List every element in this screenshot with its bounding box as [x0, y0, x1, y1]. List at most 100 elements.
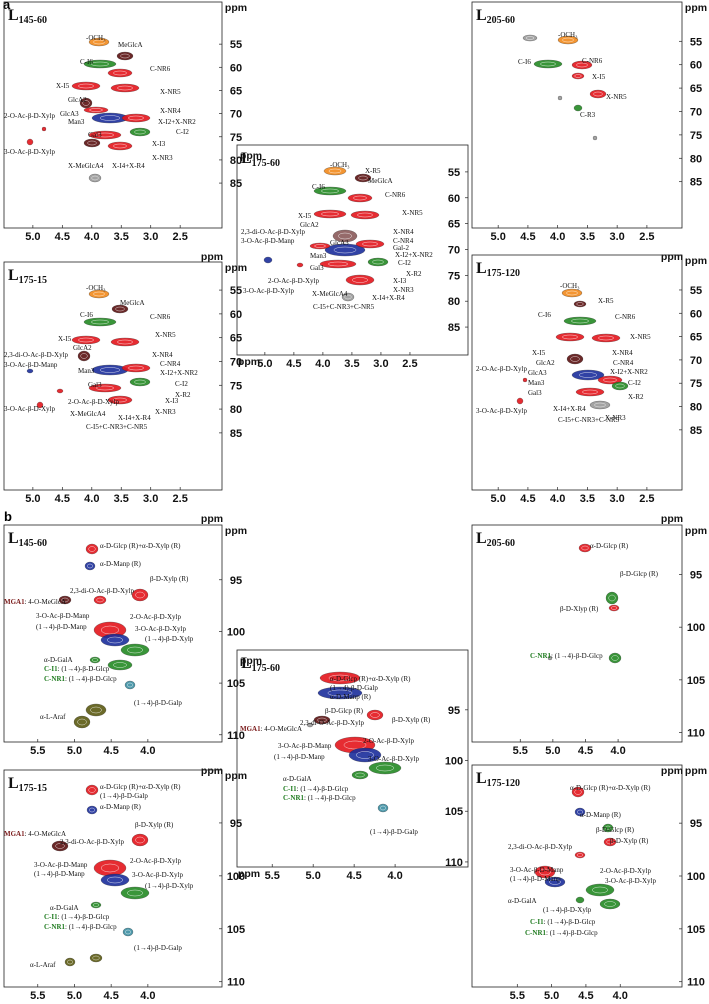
x-tick-label: 4.0 — [140, 990, 155, 1002]
cross-peak — [575, 896, 585, 904]
peak-label: (1→4)-β-D-Xylp — [145, 882, 194, 890]
cross-peak — [122, 927, 134, 937]
x-tick-label: 5.0 — [306, 870, 321, 882]
cross-peak-contour — [570, 356, 580, 362]
peak-label: (1→4)-β-D-Galp — [134, 944, 182, 952]
cross-peak — [64, 957, 76, 967]
cross-peak — [571, 786, 585, 798]
cross-peak-contour — [540, 61, 556, 67]
peak-label: 3-O-Ac-β-D-Xylp — [132, 871, 183, 879]
cross-peak-contour — [100, 625, 119, 635]
cross-peak-contour — [92, 955, 100, 961]
y-tick-label: 105 — [687, 924, 705, 936]
cross-peak-contour — [549, 879, 561, 885]
panel-label: L175-60 — [241, 150, 280, 169]
peak-label: (1→4)-β-D-Galp — [134, 699, 182, 707]
y-tick-label: 75 — [230, 132, 242, 144]
peak-label: 2-O-Ac-β-D-Xylp — [363, 737, 414, 745]
cross-peak-contour — [55, 843, 65, 849]
y-axis-label: ppm — [240, 655, 262, 667]
peak-label: C-NR6 — [150, 65, 171, 73]
peak-label-prefix: C-I1 — [44, 665, 58, 673]
cross-peak — [56, 388, 64, 394]
x-tick-label: 4.0 — [613, 990, 628, 1002]
peak-label: 2,3-di-O-Ac-β-D-Xylp — [4, 351, 69, 359]
peak-label: GlcA3 — [528, 369, 547, 377]
x-tick-label: 4.0 — [387, 870, 402, 882]
x-tick-label: 5.5 — [513, 745, 528, 757]
y-tick-label: 80 — [690, 402, 702, 414]
cross-peak — [85, 543, 99, 555]
x-tick-label: 5.0 — [491, 231, 506, 243]
x-tick-label: 4.0 — [315, 358, 330, 370]
cross-peak — [85, 703, 107, 717]
cross-peak-contour — [376, 764, 395, 772]
peak-label: 3-O-Ac-β-D-Manp — [278, 742, 332, 750]
x-tick-label: 2.5 — [173, 493, 188, 505]
y-tick-label: 110 — [227, 977, 245, 989]
cross-peak-contour — [579, 372, 598, 378]
cross-peak-contour — [100, 863, 119, 873]
panel-frame — [471, 524, 683, 743]
cross-peak — [603, 837, 617, 847]
x-axis-label: ppm — [201, 765, 223, 777]
cross-peak — [351, 770, 369, 780]
cross-peak-contour — [117, 85, 133, 91]
x-tick-label: 5.0 — [25, 231, 40, 243]
cross-peak — [83, 59, 117, 69]
cross-peak-contour — [356, 751, 375, 759]
y-tick-label: 85 — [230, 178, 242, 190]
section-letter: b — [4, 509, 12, 524]
cross-peak-contour — [576, 302, 584, 306]
cross-peak — [573, 104, 583, 112]
peak-label: C-I1: (1→4)-β-D-Glcp — [283, 785, 349, 793]
y-tick-label: 75 — [690, 378, 702, 390]
cross-peak — [100, 633, 130, 647]
cross-peak-contour — [594, 402, 606, 408]
peak-label: Man3 — [68, 118, 85, 126]
x-tick-label: 4.5 — [286, 358, 301, 370]
cross-peak — [131, 833, 149, 847]
peak-label: C-I6 — [538, 311, 551, 319]
peak-label-prefix: MGA1 — [240, 725, 261, 733]
x-tick-label: 5.0 — [67, 990, 82, 1002]
cross-peak-contour — [608, 594, 616, 602]
x-tick-label: 3.5 — [580, 231, 595, 243]
cross-peak-contour — [67, 959, 73, 965]
cross-peak-contour — [135, 591, 145, 599]
cross-peak — [571, 60, 593, 70]
cross-peak — [547, 655, 553, 661]
cross-peak — [573, 300, 587, 308]
x-tick-label: 5.5 — [30, 745, 45, 757]
peak-label: 3-O-Ac-β-D-Manp — [241, 237, 295, 245]
cross-peak — [366, 709, 384, 721]
peak-label: MGA1: 4-O-MeGlcA — [4, 598, 66, 606]
cross-peak-contour — [90, 706, 102, 714]
y-tick-label: 55 — [690, 285, 702, 297]
peak-label: C-NR1: (1→4)-β-D-Glcp — [283, 794, 356, 802]
cross-peak-contour — [566, 290, 578, 296]
peak-label: X-I5 — [56, 82, 70, 90]
peak-label-text: : (1→4)-β-D-Glcp — [544, 918, 596, 926]
cross-peak-contour — [525, 36, 535, 40]
cross-peak-contour — [87, 140, 97, 146]
x-tick-label: 5.5 — [30, 990, 45, 1002]
peak-label-text: : (1→4)-β-D-Glcp — [65, 923, 117, 931]
cross-peak — [90, 901, 102, 909]
peak-label: β-D-Xylp (R) — [150, 575, 189, 583]
peak-label: -OCH₃ — [558, 31, 578, 39]
peak-label: X-I4+X-R4 — [118, 414, 151, 422]
peak-label: β-D-Xylp (R) — [610, 837, 649, 845]
cross-peak — [324, 243, 366, 257]
x-tick-label: 4.5 — [578, 745, 593, 757]
cross-peak — [341, 292, 355, 302]
cross-peak-contour — [134, 379, 146, 385]
cross-peak — [88, 289, 110, 299]
panel-label-main: L — [8, 530, 19, 547]
peak-label: X-I3 — [393, 277, 407, 285]
cross-peak-contour — [88, 787, 96, 793]
cross-peak-contour — [343, 740, 367, 750]
peak-label: α-D-GalA — [283, 775, 312, 783]
panel-label: L175-60 — [241, 655, 280, 674]
cross-peak — [58, 595, 72, 605]
